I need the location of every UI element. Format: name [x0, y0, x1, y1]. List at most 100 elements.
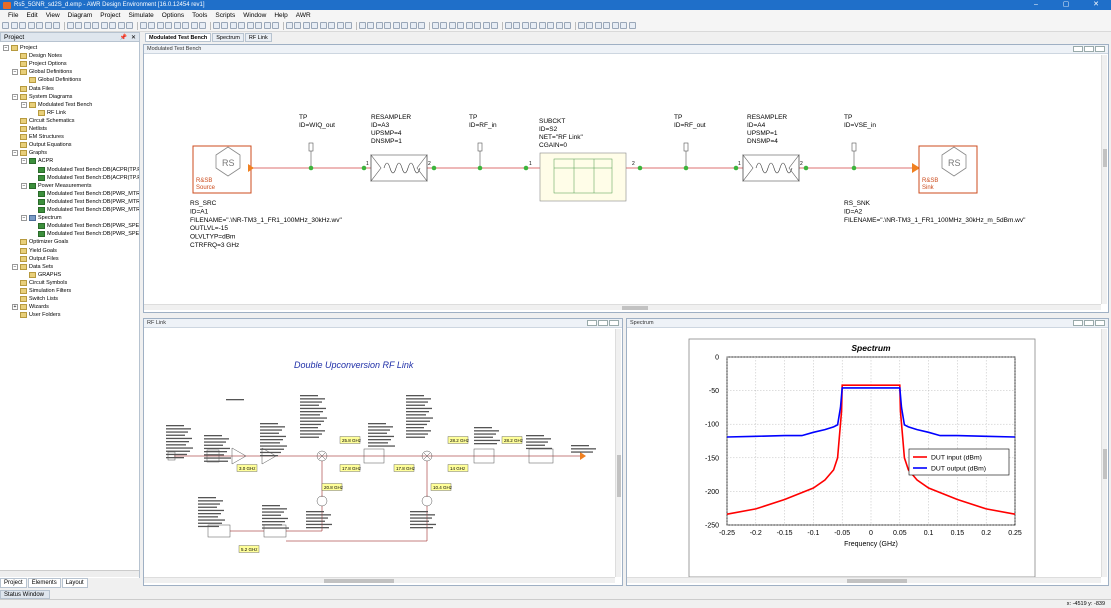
close-icon[interactable] [609, 320, 619, 326]
tree-item[interactable]: Output Equations [12, 141, 72, 149]
spectrum-chart[interactable]: -0.25 -0.2 -0.15 -0.1 -0.05 0 0.05 0.1 0.15 0.2 0.… [627, 329, 1101, 577]
toolbar-button-icon[interactable] [392, 22, 400, 29]
test-bench-vertical-scrollbar[interactable] [1101, 55, 1107, 304]
restore-icon[interactable] [1084, 46, 1094, 52]
rf-link-canvas[interactable]: Double Upconversion RF Link [144, 329, 615, 577]
toolbar-button-icon[interactable] [375, 22, 383, 29]
toolbar-button-icon[interactable] [2, 22, 9, 29]
toolbar-button-icon[interactable] [555, 22, 563, 29]
toolbar-button-icon[interactable] [285, 22, 293, 29]
toolbar-button-icon[interactable] [538, 22, 546, 29]
expand-toggle-icon[interactable]: − [12, 69, 18, 76]
doc-tab-modulated-test-bench[interactable]: Modulated Test Bench [145, 33, 212, 42]
toolbar-button-icon[interactable] [148, 22, 155, 29]
spectrum-vertical-scrollbar[interactable] [1101, 329, 1107, 577]
doc-tab-rf-link[interactable]: RF Link [244, 33, 272, 42]
tree-item[interactable]: Modulated Test Bench:DB(PWR_SPEC(T [30, 230, 139, 238]
toolbar-button-icon[interactable] [457, 22, 464, 29]
minimize-icon[interactable] [587, 320, 597, 326]
menu-tools[interactable]: Tools [192, 11, 208, 19]
toolbar-button-icon[interactable] [564, 22, 571, 29]
toolbar-button-icon[interactable] [336, 22, 344, 29]
expand-toggle-icon[interactable]: + [12, 304, 18, 311]
tree-item[interactable]: Modulated Test Bench:DB(PWR_SPEC(T [30, 222, 139, 230]
tree-item[interactable]: Project Options [12, 60, 67, 68]
tree-item[interactable]: Simulation Filters [12, 287, 71, 295]
toolbar-button-icon[interactable] [586, 22, 593, 29]
toolbar-button-icon[interactable] [465, 22, 473, 29]
spectrum-horizontal-scrollbar[interactable] [627, 577, 1101, 583]
toolbar-button-icon[interactable] [182, 22, 189, 29]
rf-link-vertical-scrollbar[interactable] [615, 329, 621, 577]
expand-toggle-icon[interactable]: − [21, 215, 27, 222]
toolbar-button-icon[interactable] [156, 22, 164, 29]
toolbar-button-icon[interactable] [165, 22, 172, 29]
tree-item[interactable]: + Wizards [12, 303, 49, 311]
toolbar-button-icon[interactable] [199, 22, 206, 29]
tree-item[interactable]: − Graphs [12, 149, 47, 157]
toolbar-button-icon[interactable] [440, 22, 447, 29]
toolbar-button-icon[interactable] [212, 22, 220, 29]
toolbar-button-icon[interactable] [109, 22, 116, 29]
tree-item[interactable]: − ACPR [21, 157, 53, 165]
menu-project[interactable]: Project [100, 11, 121, 19]
toolbar-button-icon[interactable] [117, 22, 125, 29]
tree-item[interactable]: − Data Sets [12, 263, 53, 271]
toolbar-button-icon[interactable] [409, 22, 417, 29]
test-point-rf-in[interactable] [477, 142, 483, 171]
tree-item[interactable]: Modulated Test Bench:DB(ACPR(TP.RF_ [30, 174, 139, 182]
close-icon[interactable] [1095, 46, 1105, 52]
tree-item[interactable]: Modulated Test Bench:DB(ACPR(TP.RF_ [30, 166, 139, 174]
sink-block[interactable] [918, 145, 978, 194]
tree-item[interactable]: Netlists [12, 125, 47, 133]
toolbar-button-icon[interactable] [139, 22, 147, 29]
menu-diagram[interactable]: Diagram [67, 11, 93, 19]
toolbar-button-icon[interactable] [474, 22, 481, 29]
toolbar-button-icon[interactable] [491, 22, 498, 29]
toolbar-button-icon[interactable] [482, 22, 490, 29]
expand-toggle-icon[interactable]: − [21, 101, 27, 108]
test-point-wiq[interactable] [308, 142, 314, 171]
restore-icon[interactable] [1084, 320, 1094, 326]
toolbar-button-icon[interactable] [367, 22, 374, 29]
toolbar-button-icon[interactable] [27, 22, 35, 29]
toolbar-button-icon[interactable] [594, 22, 602, 29]
tree-item[interactable]: EM Structures [12, 133, 64, 141]
tree-item[interactable]: Yield Goals [12, 247, 57, 255]
toolbar-button-icon[interactable] [10, 22, 18, 29]
toolbar-button-icon[interactable] [19, 22, 26, 29]
toolbar-button-icon[interactable] [328, 22, 335, 29]
menu-help[interactable]: Help [274, 11, 288, 19]
resampler-1-block[interactable] [361, 154, 437, 182]
toolbar-button-icon[interactable] [229, 22, 237, 29]
toolbar-button-icon[interactable] [36, 22, 43, 29]
tree-item[interactable]: Data Files [12, 85, 54, 93]
minimize-icon[interactable] [1073, 320, 1083, 326]
toolbar-button-icon[interactable] [246, 22, 254, 29]
toolbar-button-icon[interactable] [190, 22, 198, 29]
tree-item[interactable]: − System Diagrams [12, 93, 72, 101]
close-icon[interactable]: ✕ [130, 34, 136, 41]
close-button[interactable]: ✕ [1093, 1, 1099, 8]
toolbar-button-icon[interactable] [319, 22, 327, 29]
menu-edit[interactable]: Edit [26, 11, 38, 19]
test-point-vse-in[interactable] [851, 142, 857, 171]
project-horizontal-scrollbar[interactable] [0, 570, 139, 577]
tree-item[interactable]: Global Definitions [21, 76, 81, 84]
toolbar-button-icon[interactable] [504, 22, 512, 29]
tree-item[interactable]: Circuit Symbols [12, 279, 67, 287]
expand-toggle-icon[interactable]: − [12, 263, 18, 270]
toolbar-button-icon[interactable] [302, 22, 310, 29]
maximize-button[interactable]: ▢ [1062, 1, 1070, 8]
toolbar-button-icon[interactable] [628, 22, 636, 29]
toolbar-button-icon[interactable] [603, 22, 610, 29]
toolbar-button-icon[interactable] [448, 22, 456, 29]
toolbar-button-icon[interactable] [611, 22, 619, 29]
toolbar-button-icon[interactable] [263, 22, 271, 29]
tree-item[interactable]: Optimizer Goals [12, 238, 68, 246]
toolbar-button-icon[interactable] [126, 22, 133, 29]
menu-options[interactable]: Options [161, 11, 185, 19]
resampler-2-block[interactable] [733, 154, 809, 182]
toolbar-button-icon[interactable] [100, 22, 108, 29]
toolbar-button-icon[interactable] [44, 22, 52, 29]
